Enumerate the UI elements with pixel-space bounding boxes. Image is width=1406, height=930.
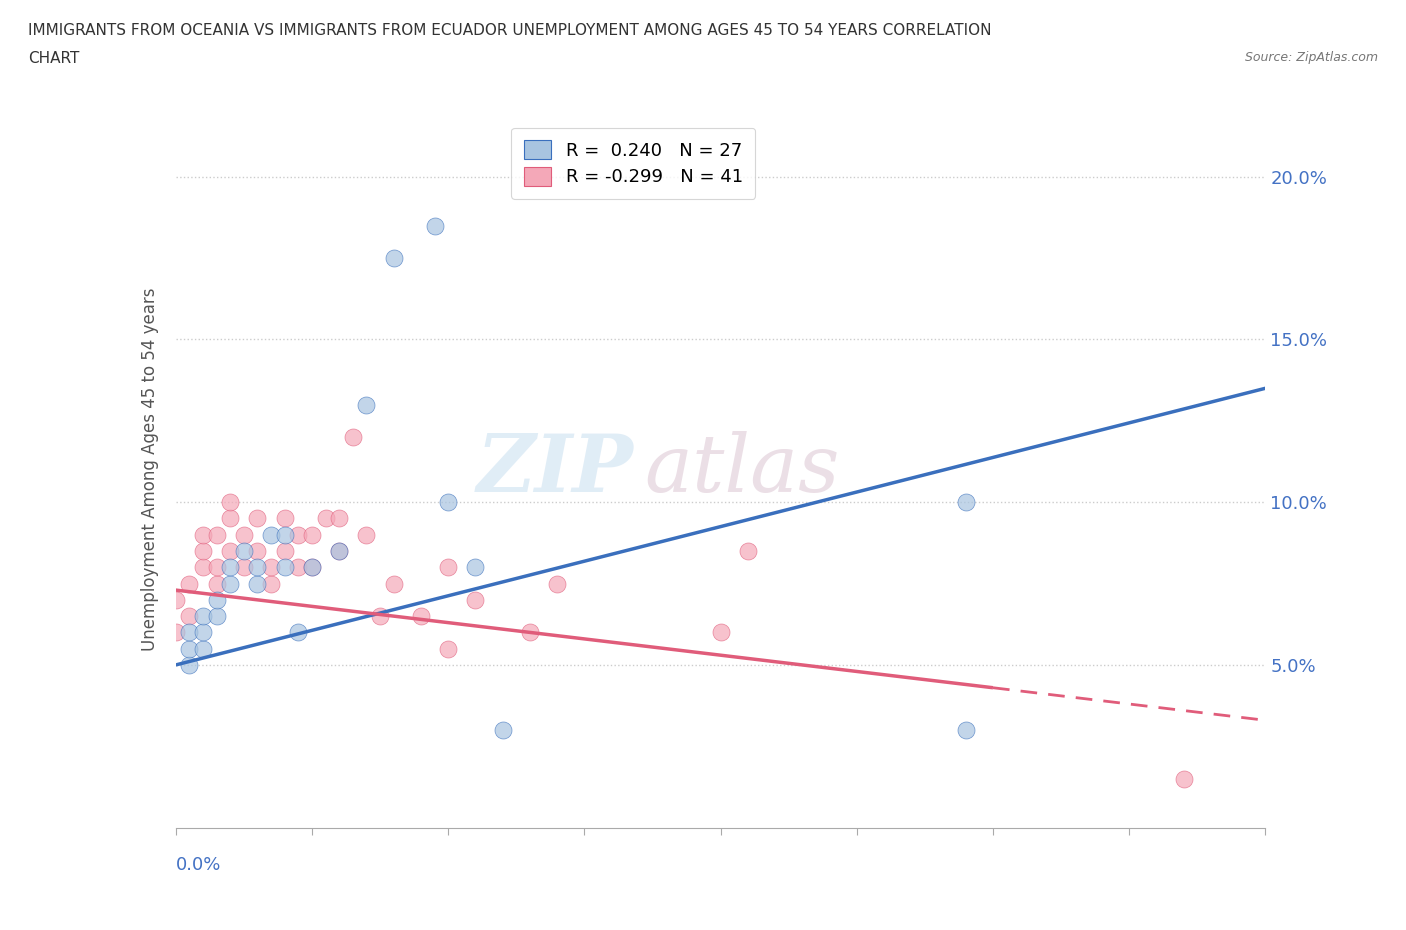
Point: [191, 642, 214, 657]
Point: [246, 576, 269, 591]
Point: [409, 609, 432, 624]
Point: [955, 723, 977, 737]
Point: [301, 560, 323, 575]
Point: [260, 527, 283, 542]
Point: [519, 625, 541, 640]
Point: [287, 625, 309, 640]
Point: [287, 527, 309, 542]
Point: [437, 560, 460, 575]
Point: [232, 560, 254, 575]
Point: [232, 527, 254, 542]
Point: [274, 527, 297, 542]
Point: [328, 543, 350, 558]
Point: [179, 658, 201, 672]
Point: [191, 609, 214, 624]
Legend: R =  0.240   N = 27, R = -0.299   N = 41: R = 0.240 N = 27, R = -0.299 N = 41: [512, 127, 755, 199]
Point: [315, 512, 337, 526]
Point: [710, 625, 733, 640]
Point: [232, 543, 254, 558]
Point: [191, 625, 214, 640]
Point: [492, 723, 515, 737]
Point: [205, 576, 228, 591]
Point: [246, 543, 269, 558]
Point: [546, 576, 568, 591]
Point: [205, 592, 228, 607]
Point: [382, 251, 405, 266]
Point: [219, 495, 242, 510]
Point: [165, 625, 187, 640]
Point: [368, 609, 391, 624]
Point: [165, 592, 187, 607]
Point: [205, 609, 228, 624]
Text: CHART: CHART: [28, 51, 80, 66]
Point: [219, 560, 242, 575]
Text: ZIP: ZIP: [477, 431, 633, 509]
Point: [464, 592, 486, 607]
Point: [191, 543, 214, 558]
Text: 0.0%: 0.0%: [176, 857, 221, 874]
Point: [328, 543, 350, 558]
Point: [219, 576, 242, 591]
Point: [246, 512, 269, 526]
Point: [301, 560, 323, 575]
Point: [464, 560, 486, 575]
Point: [205, 560, 228, 575]
Y-axis label: Unemployment Among Ages 45 to 54 years: Unemployment Among Ages 45 to 54 years: [141, 288, 159, 651]
Point: [191, 560, 214, 575]
Point: [437, 642, 460, 657]
Point: [179, 576, 201, 591]
Point: [179, 609, 201, 624]
Point: [737, 543, 759, 558]
Point: [356, 527, 378, 542]
Point: [260, 560, 283, 575]
Point: [437, 495, 460, 510]
Point: [1173, 772, 1195, 787]
Point: [274, 512, 297, 526]
Point: [219, 512, 242, 526]
Point: [191, 527, 214, 542]
Point: [260, 576, 283, 591]
Point: [301, 527, 323, 542]
Text: IMMIGRANTS FROM OCEANIA VS IMMIGRANTS FROM ECUADOR UNEMPLOYMENT AMONG AGES 45 TO: IMMIGRANTS FROM OCEANIA VS IMMIGRANTS FR…: [28, 23, 991, 38]
Point: [179, 625, 201, 640]
Point: [955, 495, 977, 510]
Point: [274, 560, 297, 575]
Text: atlas: atlas: [644, 431, 839, 509]
Point: [382, 576, 405, 591]
Point: [423, 219, 446, 233]
Point: [287, 560, 309, 575]
Point: [246, 560, 269, 575]
Point: [342, 430, 364, 445]
Text: Source: ZipAtlas.com: Source: ZipAtlas.com: [1244, 51, 1378, 64]
Point: [179, 642, 201, 657]
Point: [219, 543, 242, 558]
Point: [274, 543, 297, 558]
Point: [328, 512, 350, 526]
Point: [205, 527, 228, 542]
Point: [356, 397, 378, 412]
